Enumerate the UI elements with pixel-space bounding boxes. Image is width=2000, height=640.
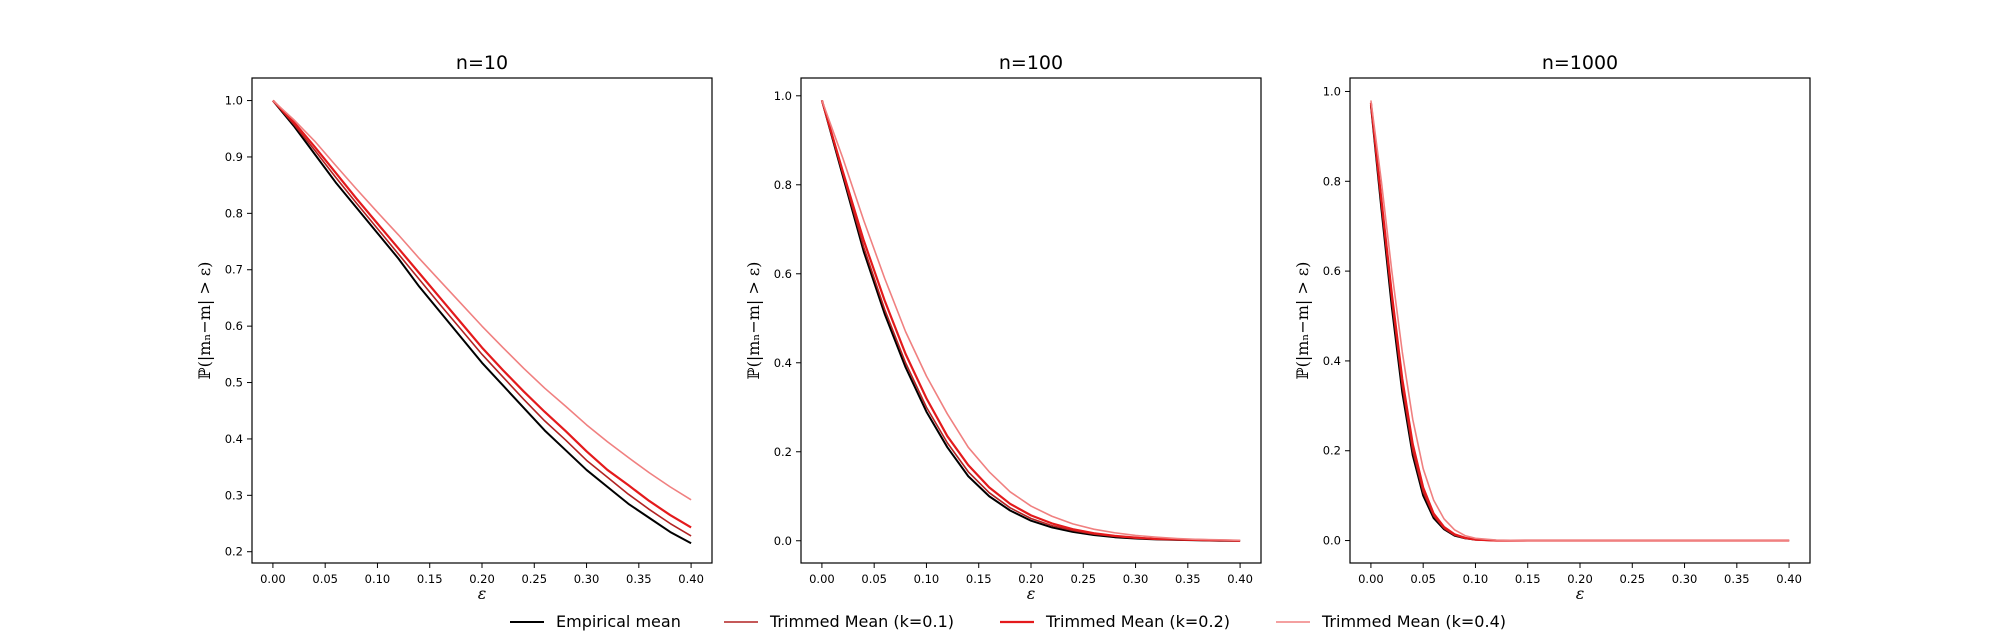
y-tick-label: 0.4 — [1323, 354, 1341, 368]
x-tick-label: 0.30 — [574, 572, 600, 586]
legend: Empirical mean Trimmed Mean (k=0.1) Trimme… — [510, 612, 1506, 631]
series-line-4 — [1370, 100, 1790, 542]
panel-1: 0.00 0.05 0.10 0.15 0.20 0.25 0.30 0.35 0.40 0.2 0… — [195, 52, 713, 603]
y-axis-label: ℙ(|mₙ−m| > ε) — [1293, 262, 1312, 380]
x-tick-label: 0.10 — [365, 572, 391, 586]
x-tick-label: 0.40 — [1776, 572, 1802, 586]
y-tick-label: 0.3 — [225, 488, 243, 502]
y-tick-label: 1.0 — [225, 94, 243, 108]
y-tick-label: 0.6 — [774, 267, 792, 281]
x-tick-label: 0.35 — [1175, 572, 1201, 586]
series-line-2 — [272, 100, 692, 537]
x-tick-label: 0.40 — [678, 572, 704, 586]
x-tick-label: 0.25 — [521, 572, 547, 586]
x-tick-label: 0.20 — [1567, 572, 1593, 586]
legend-label-1: Empirical mean — [556, 612, 681, 631]
x-tick-label: 0.25 — [1619, 572, 1645, 586]
y-tick-label: 1.0 — [1323, 84, 1341, 98]
y-tick-label: 0.0 — [774, 534, 792, 548]
x-tick-label: 0.15 — [1515, 572, 1541, 586]
x-tick-label: 0.15 — [966, 572, 992, 586]
x-tick-label: 0.05 — [312, 572, 338, 586]
x-axis-label: ε — [1027, 584, 1036, 603]
series-line-3 — [272, 99, 692, 529]
y-tick-label: 0.8 — [225, 206, 243, 220]
panel-title: n=100 — [999, 52, 1063, 74]
x-tick-label: 0.05 — [861, 572, 887, 586]
y-tick-label: 0.8 — [774, 178, 792, 192]
x-tick-label: 0.00 — [260, 572, 286, 586]
series-line-3 — [820, 99, 1241, 542]
y-tick-label: 0.2 — [225, 545, 243, 559]
y-tick-label: 0.6 — [225, 319, 243, 333]
series-line-2 — [821, 100, 1241, 542]
x-tick-label: 0.25 — [1070, 572, 1096, 586]
panel-title: n=1000 — [1542, 52, 1618, 74]
x-tick-label: 0.40 — [1227, 572, 1253, 586]
x-tick-label: 0.10 — [1463, 572, 1489, 586]
y-tick-label: 0.2 — [1323, 444, 1341, 458]
plot-frame — [800, 77, 1262, 564]
x-tick-label: 0.10 — [914, 572, 940, 586]
y-tick-label: 0.4 — [225, 432, 243, 446]
panel-3: 0.00 0.05 0.10 0.15 0.20 0.25 0.30 0.35 0.40 0.0 0… — [1293, 52, 1811, 603]
series-line-1 — [820, 99, 1241, 542]
y-tick-label: 0.8 — [1323, 174, 1341, 188]
y-tick-label: 0.6 — [1323, 264, 1341, 278]
plot-frame — [1349, 77, 1811, 564]
series-line-4 — [272, 99, 692, 501]
panel-2: 0.00 0.05 0.10 0.15 0.20 0.25 0.30 0.35 0.40 0.0 0… — [744, 52, 1262, 603]
x-tick-label: 0.35 — [626, 572, 652, 586]
y-tick-label: 0.9 — [225, 150, 243, 164]
x-tick-label: 0.00 — [809, 572, 835, 586]
y-tick-label: 1.0 — [774, 89, 792, 103]
panel-title: n=10 — [456, 52, 508, 74]
plot-frame — [251, 77, 713, 564]
y-tick-label: 0.2 — [774, 445, 792, 459]
y-tick-label: 0.7 — [225, 263, 243, 277]
x-tick-label: 0.05 — [1410, 572, 1436, 586]
x-axis-label: ε — [478, 584, 487, 603]
x-tick-label: 0.35 — [1724, 572, 1750, 586]
x-tick-label: 0.00 — [1358, 572, 1384, 586]
legend-label-4: Trimmed Mean (k=0.4) — [1321, 612, 1506, 631]
x-tick-label: 0.20 — [1018, 572, 1044, 586]
legend-label-3: Trimmed Mean (k=0.2) — [1045, 612, 1230, 631]
series-line-4 — [821, 99, 1241, 542]
x-axis-label: ε — [1576, 584, 1585, 603]
series-line-1 — [272, 99, 692, 545]
y-tick-label: 0.5 — [225, 376, 243, 390]
y-tick-label: 0.0 — [1323, 534, 1341, 548]
y-axis-label: ℙ(|mₙ−m| > ε) — [744, 262, 763, 380]
x-tick-label: 0.30 — [1672, 572, 1698, 586]
y-tick-label: 0.4 — [774, 356, 792, 370]
series-line-1 — [1369, 104, 1790, 542]
series-line-2 — [1370, 104, 1790, 542]
series-line-3 — [1369, 102, 1790, 542]
x-tick-label: 0.20 — [469, 572, 495, 586]
x-tick-label: 0.30 — [1123, 572, 1149, 586]
x-tick-label: 0.15 — [417, 572, 443, 586]
legend-label-2: Trimmed Mean (k=0.1) — [769, 612, 954, 631]
y-axis-label: ℙ(|mₙ−m| > ε) — [195, 262, 214, 380]
